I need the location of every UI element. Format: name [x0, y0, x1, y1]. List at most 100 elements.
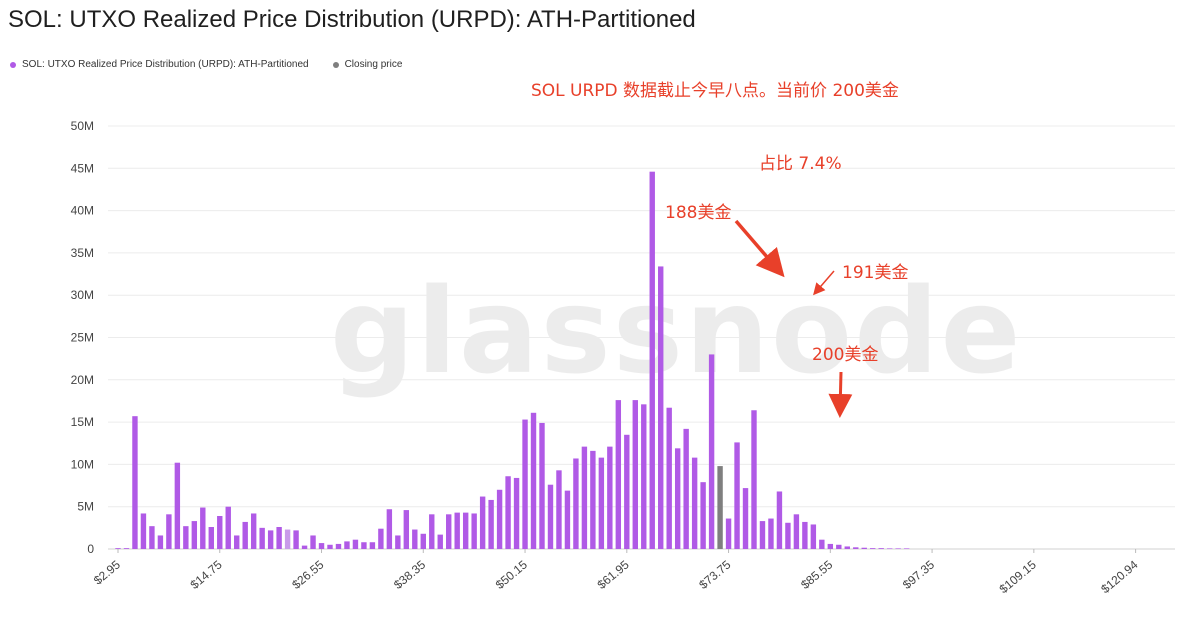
urpd-bar [310, 535, 316, 549]
legend-dot-closing-price [332, 61, 339, 68]
y-tick-label: 35M [71, 246, 94, 260]
urpd-bar [513, 477, 520, 549]
urpd-bar [200, 507, 206, 549]
urpd-bar [632, 400, 638, 549]
urpd-bar [785, 522, 791, 549]
urpd-bar [293, 530, 299, 549]
x-tick-label: $97.35 [900, 557, 937, 592]
urpd-bar [878, 548, 884, 549]
urpd-bar [573, 458, 579, 549]
urpd-bar [870, 548, 876, 549]
y-tick-label: 5M [77, 500, 94, 514]
annotation-header: SOL URPD 数据截止今早八点。当前价 200美金 [531, 81, 899, 101]
urpd-bar [437, 534, 443, 549]
urpd-bar [903, 548, 910, 549]
urpd-bar [581, 446, 588, 549]
urpd-bar [352, 539, 359, 549]
urpd-bar [395, 535, 401, 549]
urpd-bar [276, 527, 282, 549]
urpd-bar [802, 521, 808, 549]
urpd-bar [140, 513, 147, 549]
x-tick-label: $73.75 [696, 557, 733, 592]
urpd-bar [488, 499, 494, 549]
y-tick-label: 15M [71, 415, 94, 429]
urpd-bar [471, 513, 477, 549]
urpd-bar [412, 529, 418, 549]
urpd-bar [844, 546, 850, 549]
urpd-bar [267, 530, 274, 549]
urpd-bar [115, 548, 121, 549]
urpd-bar [810, 524, 817, 549]
y-tick-label: 0 [87, 542, 94, 556]
y-tick-label: 50M [71, 119, 94, 133]
x-tick-label: $120.94 [1098, 557, 1140, 596]
urpd-bar [149, 526, 155, 549]
urpd-bar [539, 422, 545, 549]
urpd-bar [768, 518, 774, 549]
urpd-bar [429, 514, 435, 549]
urpd-bar [691, 457, 698, 549]
legend-item-urpd[interactable]: SOL: UTXO Realized Price Distribution (U… [10, 59, 309, 70]
urpd-bar [318, 543, 325, 549]
urpd-bar [259, 527, 265, 549]
urpd-bar [861, 547, 867, 549]
urpd-bar [234, 535, 240, 549]
urpd-bar [607, 446, 613, 549]
urpd-bar [853, 547, 859, 549]
x-tick-label: $14.75 [188, 557, 225, 592]
annotation-share: 占比 7.4% [759, 154, 842, 174]
y-tick-label: 10M [71, 457, 94, 471]
annotation-200: 200美金 [812, 345, 879, 365]
urpd-bar [641, 404, 647, 549]
urpd-bar [895, 548, 901, 549]
urpd-bar [649, 171, 655, 549]
urpd-bar [217, 516, 223, 549]
urpd-bar [759, 521, 766, 549]
urpd-bar [284, 529, 291, 549]
urpd-bar [166, 514, 172, 549]
urpd-bar [403, 510, 410, 549]
urpd-bar [242, 521, 248, 549]
urpd-bar [132, 416, 138, 549]
urpd-bar [183, 526, 189, 549]
legend-label-urpd: SOL: UTXO Realized Price Distribution (U… [22, 59, 309, 70]
urpd-bar [208, 527, 214, 549]
urpd-bar [556, 470, 562, 549]
y-tick-label: 45M [71, 161, 94, 175]
legend-item-closing-price[interactable]: Closing price [332, 59, 402, 70]
annotation-191: 191美金 [842, 263, 909, 283]
urpd-bar [708, 354, 715, 549]
urpd-bar [742, 488, 749, 549]
closing-price-bar [717, 466, 723, 549]
arrow-191 [813, 270, 835, 296]
chart-legend: SOL: UTXO Realized Price Distribution (U… [10, 59, 426, 70]
urpd-bar [886, 548, 893, 549]
urpd-bar [674, 448, 681, 549]
urpd-bar [462, 512, 469, 549]
urpd-bar [386, 509, 393, 549]
urpd-bar [446, 514, 452, 549]
annotation-188: 188美金 [665, 203, 732, 223]
chart-title: SOL: UTXO Realized Price Distribution (U… [8, 6, 696, 33]
arrow-200 [828, 371, 853, 418]
urpd-bar [191, 521, 198, 549]
urpd-bar [683, 428, 689, 549]
x-tick-label: $109.15 [997, 557, 1039, 596]
x-tick-label: $61.95 [595, 557, 632, 592]
urpd-bar [123, 548, 130, 549]
urpd-bar [564, 490, 571, 549]
x-tick-label: $2.95 [91, 557, 123, 587]
urpd-bar [174, 462, 181, 549]
arrow-188 [734, 219, 785, 278]
urpd-bar [547, 484, 554, 549]
urpd-bar [479, 496, 486, 549]
urpd-bar [734, 442, 740, 549]
urpd-bar [225, 506, 231, 549]
urpd-bar [420, 533, 426, 549]
urpd-bar [776, 491, 783, 549]
legend-dot-urpd [10, 61, 16, 68]
urpd-bar [369, 542, 376, 549]
urpd-bar [827, 543, 834, 549]
urpd-bar [496, 489, 503, 549]
urpd-bar [725, 518, 732, 549]
